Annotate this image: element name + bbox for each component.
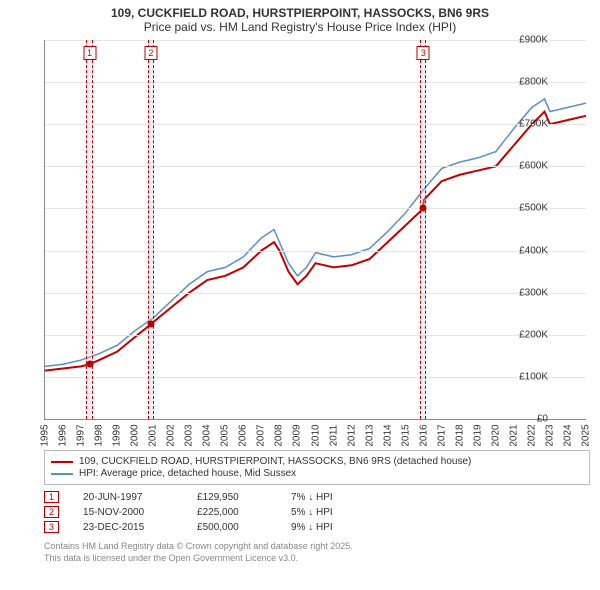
event-band <box>420 40 426 419</box>
x-tick-label: 1999 <box>112 424 123 446</box>
y-tick-label: £0 <box>537 414 548 425</box>
x-tick-label: 2015 <box>400 424 411 446</box>
x-tick-label: 2024 <box>562 424 573 446</box>
event-row: 3 23-DEC-2015 £500,000 9% ↓ HPI <box>44 521 590 533</box>
series-price_paid <box>45 112 586 371</box>
event-price: £225,000 <box>197 507 267 518</box>
y-tick-label: £400K <box>519 245 548 256</box>
gridline <box>45 208 586 209</box>
y-tick-label: £700K <box>519 119 548 130</box>
event-marker-2: 2 <box>44 506 59 518</box>
x-tick-label: 2004 <box>202 424 213 446</box>
x-tick-label: 2014 <box>382 424 393 446</box>
x-tick-label: 1997 <box>76 424 87 446</box>
event-row: 2 15-NOV-2000 £225,000 5% ↓ HPI <box>44 506 590 518</box>
x-tick-label: 2019 <box>472 424 483 446</box>
plot-area: £0£100K£200K£300K£400K£500K£600K£700K£80… <box>44 40 586 420</box>
legend-item: HPI: Average price, detached house, Mid … <box>51 468 583 479</box>
x-tick-label: 2021 <box>508 424 519 446</box>
x-tick-label: 2000 <box>130 424 141 446</box>
footer-attribution: Contains HM Land Registry data © Crown c… <box>44 541 590 564</box>
y-tick-label: £800K <box>519 77 548 88</box>
band-label: 1 <box>83 46 96 60</box>
gridline <box>45 335 586 336</box>
x-tick-label: 2016 <box>418 424 429 446</box>
x-tick-label: 2023 <box>544 424 555 446</box>
x-tick-label: 2025 <box>581 424 592 446</box>
x-tick-label: 2009 <box>292 424 303 446</box>
x-tick-label: 2006 <box>238 424 249 446</box>
x-tick-label: 2022 <box>526 424 537 446</box>
gridline <box>45 166 586 167</box>
event-date: 20-JUN-1997 <box>83 492 173 503</box>
price-marker <box>147 321 154 328</box>
gridline <box>45 124 586 125</box>
events-table: 1 20-JUN-1997 £129,950 7% ↓ HPI 2 15-NOV… <box>44 491 590 533</box>
event-marker-1: 1 <box>44 491 59 503</box>
gridline <box>45 251 586 252</box>
event-date: 15-NOV-2000 <box>83 507 173 518</box>
series-hpi <box>45 99 586 366</box>
gridline <box>45 293 586 294</box>
event-marker-3: 3 <box>44 521 59 533</box>
x-tick-label: 2010 <box>310 424 321 446</box>
chart-title: 109, CUCKFIELD ROAD, HURSTPIERPOINT, HAS… <box>0 0 600 36</box>
y-tick-label: £500K <box>519 203 548 214</box>
price-marker <box>420 205 427 212</box>
band-label: 2 <box>144 46 157 60</box>
x-tick-label: 2008 <box>274 424 285 446</box>
event-band <box>148 40 154 419</box>
x-tick-label: 1996 <box>58 424 69 446</box>
line-series-svg <box>45 40 586 419</box>
title-line1: 109, CUCKFIELD ROAD, HURSTPIERPOINT, HAS… <box>8 6 592 20</box>
chart-container: £0£100K£200K£300K£400K£500K£600K£700K£80… <box>10 40 590 420</box>
x-tick-label: 2002 <box>166 424 177 446</box>
x-tick-label: 2012 <box>346 424 357 446</box>
legend-label: HPI: Average price, detached house, Mid … <box>79 468 296 479</box>
x-tick-label: 1998 <box>94 424 105 446</box>
band-label: 3 <box>417 46 430 60</box>
x-tick-label: 2003 <box>184 424 195 446</box>
legend-swatch <box>51 473 73 475</box>
event-date: 23-DEC-2015 <box>83 522 173 533</box>
footer-line2: This data is licensed under the Open Gov… <box>44 553 590 565</box>
x-tick-label: 2020 <box>490 424 501 446</box>
y-tick-label: £600K <box>519 161 548 172</box>
x-tick-label: 2001 <box>148 424 159 446</box>
footer-line1: Contains HM Land Registry data © Crown c… <box>44 541 590 553</box>
x-tick-label: 2005 <box>220 424 231 446</box>
x-tick-label: 1995 <box>40 424 51 446</box>
legend-label: 109, CUCKFIELD ROAD, HURSTPIERPOINT, HAS… <box>79 456 471 467</box>
gridline <box>45 82 586 83</box>
x-tick-label: 2018 <box>454 424 465 446</box>
y-tick-label: £300K <box>519 287 548 298</box>
event-delta: 5% ↓ HPI <box>291 507 333 518</box>
event-price: £500,000 <box>197 522 267 533</box>
y-tick-label: £200K <box>519 329 548 340</box>
event-delta: 9% ↓ HPI <box>291 522 333 533</box>
x-tick-label: 2007 <box>256 424 267 446</box>
x-tick-label: 2017 <box>436 424 447 446</box>
legend: 109, CUCKFIELD ROAD, HURSTPIERPOINT, HAS… <box>44 450 590 485</box>
title-line2: Price paid vs. HM Land Registry's House … <box>8 20 592 34</box>
y-tick-label: £900K <box>519 35 548 46</box>
gridline <box>45 377 586 378</box>
legend-swatch <box>51 461 73 463</box>
gridline <box>45 40 586 41</box>
event-price: £129,950 <box>197 492 267 503</box>
event-delta: 7% ↓ HPI <box>291 492 333 503</box>
price-marker <box>86 361 93 368</box>
event-row: 1 20-JUN-1997 £129,950 7% ↓ HPI <box>44 491 590 503</box>
y-tick-label: £100K <box>519 371 548 382</box>
x-tick-label: 2011 <box>328 425 339 447</box>
legend-item: 109, CUCKFIELD ROAD, HURSTPIERPOINT, HAS… <box>51 456 583 467</box>
x-tick-label: 2013 <box>364 424 375 446</box>
